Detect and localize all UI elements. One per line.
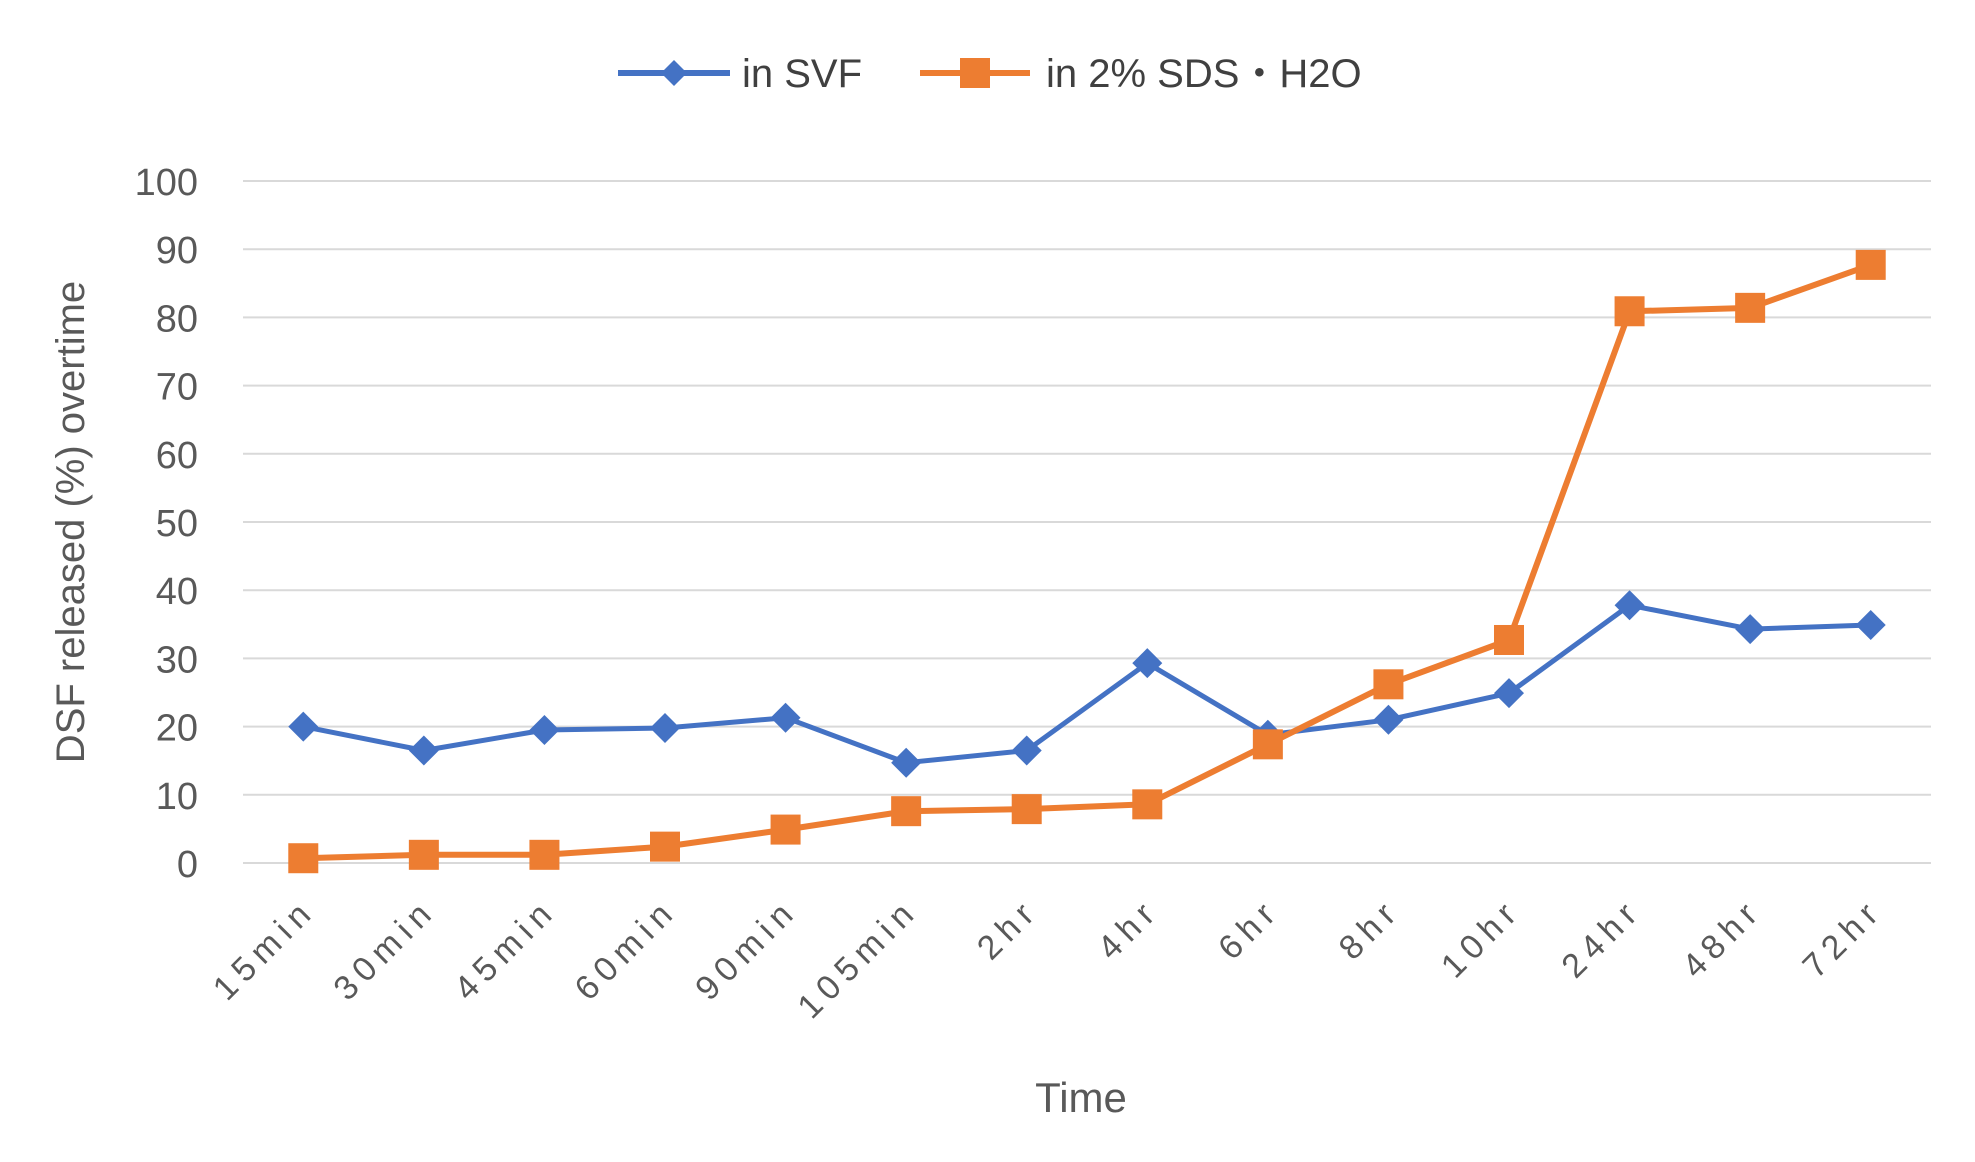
y-tick-label: 10 <box>156 776 198 818</box>
x-tick-label: 8hr <box>1332 891 1408 967</box>
data-point <box>650 831 680 862</box>
data-point <box>1494 624 1524 655</box>
legend: in SVF in 2% SDS・H2O <box>618 52 1362 96</box>
x-tick-label: 6hr <box>1211 891 1287 967</box>
x-tick-label: 72hr <box>1796 891 1891 986</box>
series-line <box>303 262 1872 862</box>
y-tick-label: 70 <box>156 367 198 409</box>
legend-label: in 2% SDS・H2O <box>1046 52 1362 96</box>
y-tick-label: 100 <box>135 162 198 204</box>
data-point <box>1011 735 1042 766</box>
x-tick-label: 24hr <box>1554 891 1649 986</box>
y-tick-label: 20 <box>156 708 198 750</box>
data-point <box>1132 789 1163 820</box>
x-tick-label: 48hr <box>1675 891 1770 986</box>
y-tick-label: 80 <box>156 298 198 340</box>
data-point <box>770 702 801 733</box>
legend-item-0: in SVF <box>618 52 862 96</box>
x-axis-title: Time <box>1035 1074 1127 1121</box>
gridlines <box>243 180 1931 864</box>
data-point <box>408 735 439 766</box>
series-1 <box>288 249 1886 874</box>
legend-marker <box>960 58 990 88</box>
legend-marker <box>661 60 687 86</box>
series-line <box>302 602 1871 766</box>
y-tick-label: 90 <box>156 230 198 272</box>
y-axis: 0 10 20 30 40 50 60 70 80 90 100 <box>135 162 198 886</box>
data-point <box>891 796 922 827</box>
data-point <box>529 839 560 870</box>
data-point <box>288 711 319 742</box>
data-point <box>1373 669 1404 700</box>
y-tick-label: 0 <box>177 844 198 886</box>
x-tick-label: 60min <box>568 891 685 1008</box>
data-point <box>1373 704 1404 735</box>
data-point <box>1855 609 1886 640</box>
data-point <box>1011 794 1042 825</box>
x-tick-label: 45min <box>447 891 564 1008</box>
data-point <box>1494 678 1524 709</box>
legend-item-1: in 2% SDS・H2O <box>920 52 1362 96</box>
x-tick-label: 10hr <box>1434 891 1529 986</box>
data-point <box>770 814 801 845</box>
data-point <box>1735 614 1766 645</box>
y-tick-label: 60 <box>156 435 198 477</box>
y-axis-title: DSF released (%) overtime <box>49 281 93 763</box>
data-point <box>1735 292 1766 323</box>
x-tick-label: 4hr <box>1090 891 1166 967</box>
data-point <box>891 747 922 778</box>
y-tick-label: 40 <box>156 571 198 613</box>
data-point <box>1252 729 1283 760</box>
x-tick-label: 15min <box>206 891 323 1008</box>
x-tick-label: 30min <box>326 891 443 1008</box>
data-point <box>1614 590 1645 621</box>
data-point <box>288 843 319 874</box>
x-tick-label: 105min <box>790 891 925 1026</box>
data-point <box>529 715 560 746</box>
series-0 <box>288 590 1886 778</box>
data-point <box>650 712 680 743</box>
x-tick-label: 2hr <box>970 891 1046 967</box>
data-point <box>408 839 439 870</box>
legend-label: in SVF <box>742 52 862 96</box>
x-tick-label: 90min <box>688 891 805 1008</box>
series-group <box>288 249 1886 874</box>
data-point <box>1132 648 1163 679</box>
y-tick-label: 50 <box>156 503 198 545</box>
data-point <box>1614 296 1645 327</box>
data-point <box>1855 249 1886 280</box>
y-tick-label: 30 <box>156 639 198 681</box>
